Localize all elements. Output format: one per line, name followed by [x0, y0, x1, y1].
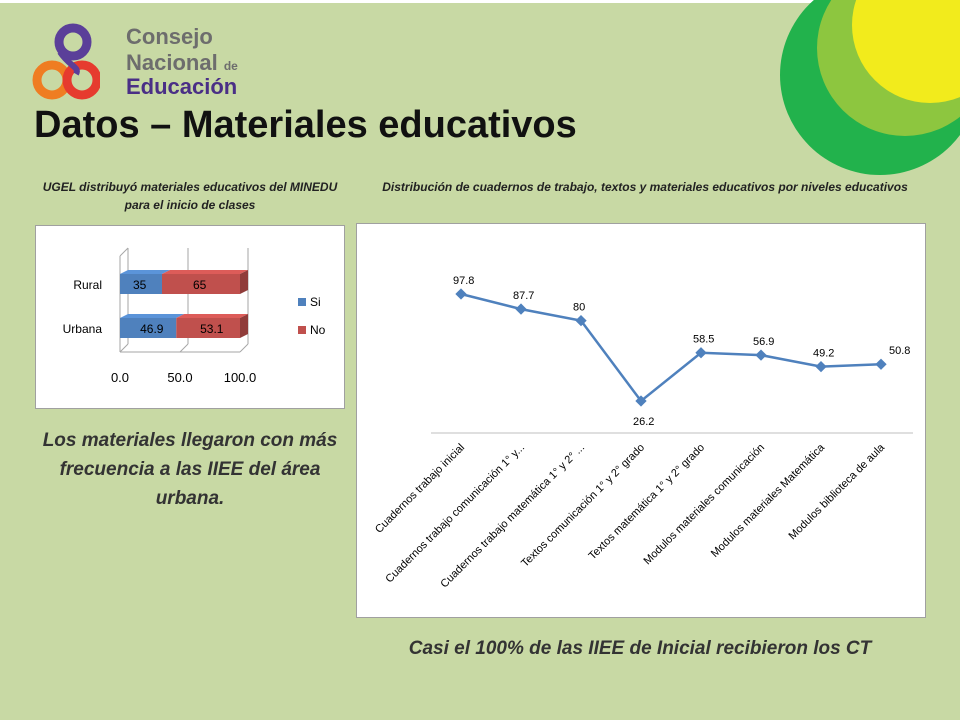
deco-circle-yellow: [852, 0, 960, 103]
bar-gridline-floor: [179, 343, 189, 353]
bar-segment-side: [240, 314, 248, 338]
bar-legend-swatch: [298, 326, 306, 334]
line-point: [815, 360, 827, 373]
logo-text-consejo: Consejo: [126, 24, 213, 49]
line-category-label: Textos matemática 1° y 2° grado: [586, 442, 707, 563]
right-chart-caption: Distribución de cuadernos de trabajo, te…: [382, 180, 908, 194]
line-data-label: 58.5: [693, 334, 714, 346]
line-category-label: Modulos materiales comunicación: [641, 442, 767, 568]
bar-y-axis-top: [119, 247, 129, 257]
bar-segment-top: [162, 270, 248, 274]
bar-tick-label: 0.0: [111, 370, 129, 385]
line-series: [460, 292, 882, 403]
line-category-label: Modulos biblioteca de aula: [787, 441, 888, 542]
bar-tick-label: 50.0: [167, 370, 192, 385]
bar-chart: 35 65 Rural 46.9 53.1 Urbana 0.0 50.0 100.0 Si No: [63, 247, 326, 385]
bar-segment-top: [120, 314, 185, 318]
bar-chart-panel: 35 65 Rural 46.9 53.1 Urbana 0.0 50.0 100.0 Si No: [35, 225, 345, 409]
bar-segment: [162, 274, 240, 294]
line-data-label: 97.8: [453, 275, 474, 287]
logo-text-nacional-word: Nacional: [126, 50, 218, 75]
line-point: [755, 349, 767, 361]
line-point: [875, 358, 887, 370]
line-point: [455, 288, 467, 300]
bar-legend-label: No: [310, 323, 326, 337]
bar-segment: [176, 318, 240, 338]
line-chart-panel: 97.8 87.7 80 26.2 58.5 56.9 49.2 50.8 Cuadernos …: [356, 223, 926, 618]
bar-gridline-floor: [119, 343, 129, 353]
left-conclusion-note: Los materiales llegaron con más frecuenc…: [42, 430, 338, 509]
bar-data-label: 35: [133, 278, 147, 292]
logo-text-educacion: Educación: [126, 74, 238, 99]
logo-emblem-icon: [32, 23, 100, 100]
bar-data-label: 53.1: [200, 322, 224, 336]
bar-segment-side: [240, 270, 248, 294]
bar-segment-top: [176, 314, 248, 318]
bar-segment: [120, 274, 162, 294]
logo-text-de: de: [223, 59, 238, 73]
bar-data-label: 46.9: [140, 322, 164, 336]
bar-segment-top: [120, 270, 170, 274]
top-border-line: [0, 0, 960, 3]
line-category-label: Modulos materiales Matemática: [709, 441, 828, 560]
left-chart-caption: UGEL distribuyó materiales educativos de…: [42, 180, 338, 212]
page-title: Datos – Materiales educativos: [34, 104, 577, 146]
bar-gridline-floor: [239, 343, 249, 353]
bar-category-label: Urbana: [63, 322, 103, 336]
line-category-label: Textos comunicación 1° y 2° grado: [519, 442, 647, 570]
council-logo: Consejo Nacional de Educación: [30, 22, 240, 112]
bar-segment: [120, 318, 177, 338]
line-data-label: 56.9: [753, 336, 774, 348]
logo-text-nacional: Nacional de: [126, 50, 238, 76]
bar-legend-swatch: [298, 298, 306, 306]
line-data-label: 49.2: [813, 348, 834, 360]
line-point: [515, 303, 527, 315]
bar-tick-label: 100.0: [224, 370, 257, 385]
bar-data-label: 65: [193, 278, 207, 292]
line-data-label: 26.2: [633, 416, 654, 428]
line-data-label: 87.7: [513, 290, 534, 302]
right-conclusion-note: Casi el 100% de las IIEE de Inicial reci…: [408, 638, 872, 659]
bar-legend-label: Si: [310, 295, 321, 309]
line-data-label: 80: [573, 302, 585, 314]
bar-category-label: Rural: [73, 278, 102, 292]
line-data-label: 50.8: [889, 345, 910, 357]
line-point: [635, 395, 647, 407]
